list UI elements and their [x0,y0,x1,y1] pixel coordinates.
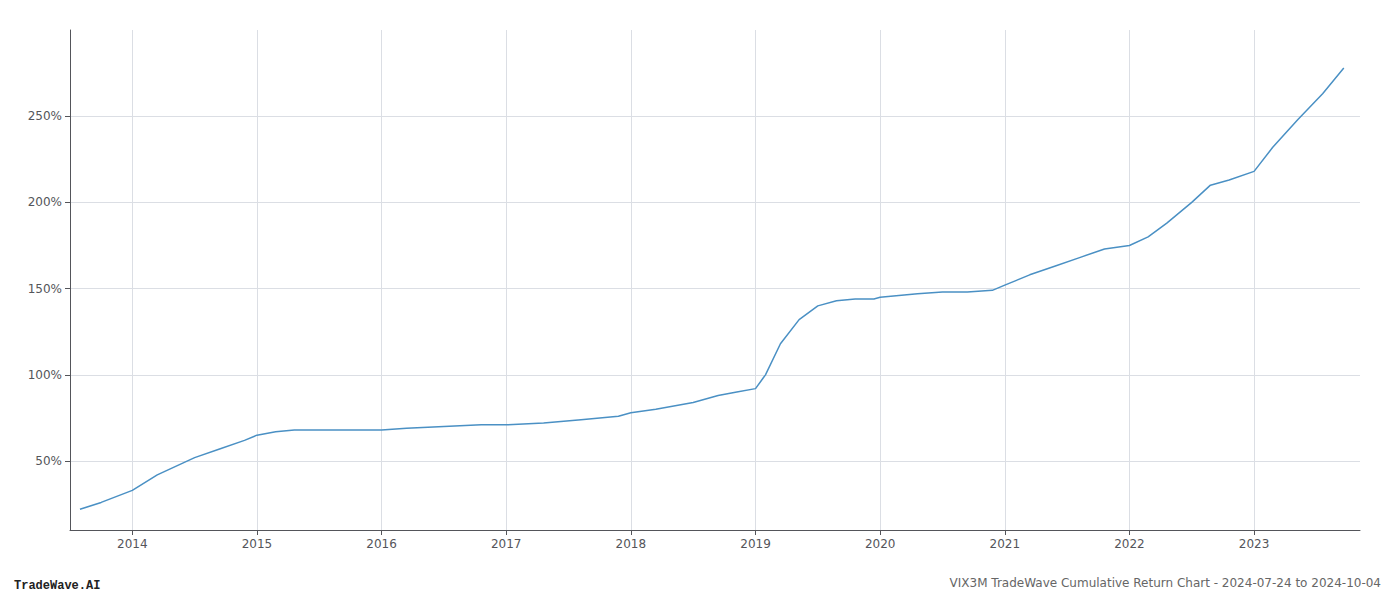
svg-text:2014: 2014 [117,537,148,551]
svg-text:2020: 2020 [865,537,896,551]
svg-text:2023: 2023 [1239,537,1270,551]
svg-text:TradeWave.AI: TradeWave.AI [14,579,100,593]
svg-text:200%: 200% [28,195,62,209]
svg-text:2016: 2016 [366,537,397,551]
svg-text:VIX3M TradeWave Cumulative Ret: VIX3M TradeWave Cumulative Return Chart … [950,576,1381,590]
svg-text:150%: 150% [28,282,62,296]
svg-text:2019: 2019 [740,537,771,551]
svg-text:100%: 100% [28,368,62,382]
svg-text:2017: 2017 [491,537,522,551]
svg-text:2018: 2018 [616,537,647,551]
svg-text:250%: 250% [28,109,62,123]
svg-text:2022: 2022 [1114,537,1145,551]
svg-text:2015: 2015 [242,537,273,551]
svg-text:2021: 2021 [990,537,1021,551]
svg-text:50%: 50% [35,454,62,468]
